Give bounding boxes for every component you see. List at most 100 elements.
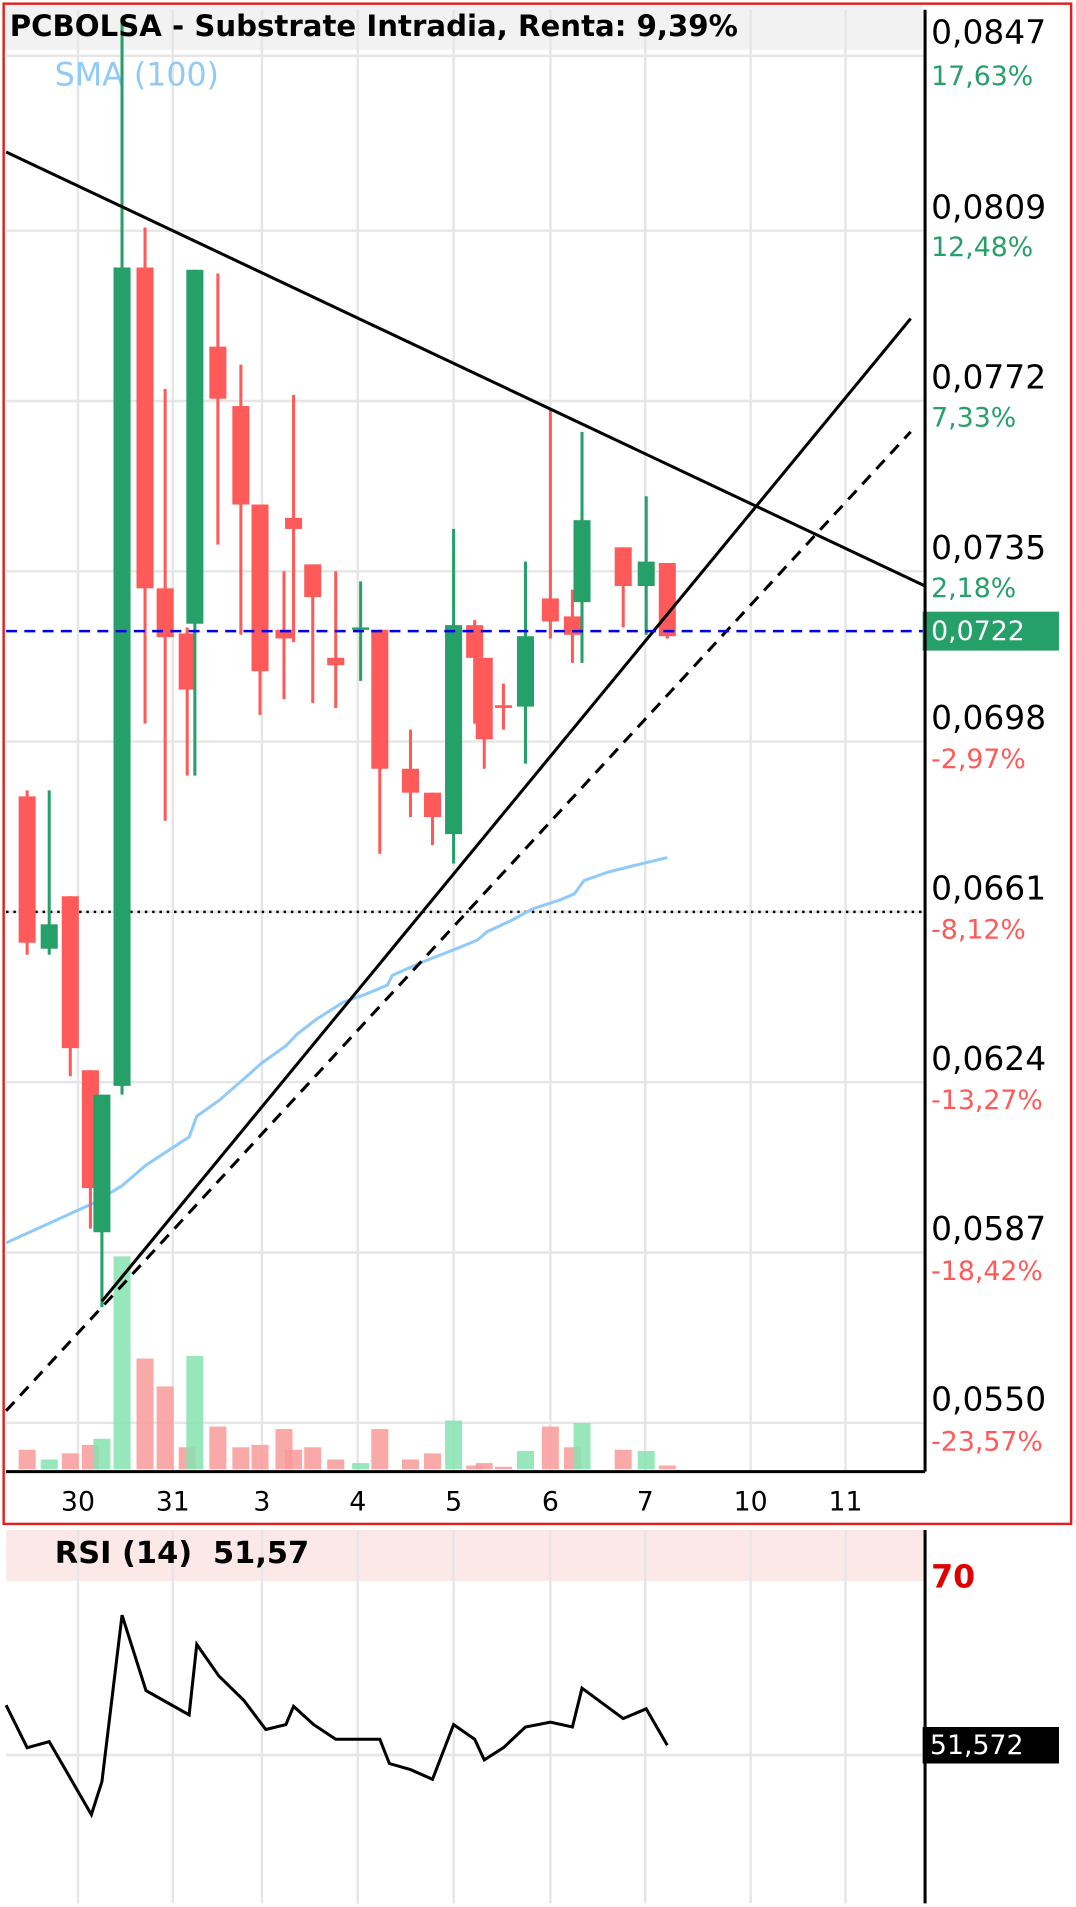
y2-tick-label: -2,97% bbox=[931, 744, 1026, 775]
y2-tick-label: 2,18% bbox=[931, 573, 1016, 604]
x-tick-label: 4 bbox=[349, 1487, 366, 1518]
panel-border bbox=[2, 2, 1073, 1526]
candle-body bbox=[40, 924, 58, 949]
candle-body bbox=[371, 629, 389, 769]
y2-tick-label: -13,27% bbox=[931, 1085, 1043, 1116]
candle-body bbox=[352, 627, 370, 630]
candle-body bbox=[423, 792, 442, 818]
volume-bar bbox=[516, 1450, 534, 1470]
rsi-value-box bbox=[922, 1727, 1059, 1764]
y2-tick-label: -18,42% bbox=[931, 1256, 1043, 1287]
candle-body bbox=[285, 517, 303, 529]
volume-bar bbox=[466, 1465, 484, 1470]
candle-body bbox=[232, 406, 250, 505]
x-tick-label: 3 bbox=[253, 1487, 270, 1518]
y-tick-label: 0,0772 bbox=[931, 359, 1046, 397]
candle-body bbox=[401, 768, 419, 793]
rsi-line bbox=[4, 1614, 669, 1819]
volume-bar bbox=[637, 1450, 655, 1470]
x-tick-label: 7 bbox=[637, 1487, 654, 1518]
overbought-band bbox=[6, 1529, 926, 1582]
title-background bbox=[3, 3, 923, 50]
x-tick-label: 6 bbox=[542, 1487, 559, 1518]
volume-bar bbox=[40, 1459, 58, 1470]
candle-body bbox=[658, 562, 676, 637]
last-price-box bbox=[922, 611, 1059, 651]
volume-bar bbox=[371, 1429, 389, 1470]
x-tick-label: 10 bbox=[734, 1487, 768, 1518]
volume-bar bbox=[658, 1465, 676, 1470]
volume-bar bbox=[445, 1420, 463, 1470]
volume-bar bbox=[304, 1447, 322, 1470]
candle-body bbox=[209, 346, 227, 399]
rsi-axis-label: 51,572 bbox=[930, 1730, 1024, 1761]
y-tick-label: 0,0847 bbox=[931, 13, 1046, 51]
candle-body bbox=[178, 633, 196, 690]
candle-body bbox=[251, 504, 269, 672]
candle-body bbox=[466, 625, 484, 658]
candle-body bbox=[186, 269, 204, 624]
candle-body bbox=[113, 267, 131, 1086]
candle-body bbox=[304, 564, 322, 598]
y-tick-label: 0,0587 bbox=[931, 1210, 1046, 1248]
y2-tick-label: 17,63% bbox=[931, 61, 1033, 92]
volume-bar bbox=[18, 1449, 36, 1470]
x-tick-label: 5 bbox=[445, 1487, 462, 1518]
y-tick-label: 0,0550 bbox=[931, 1380, 1046, 1418]
x-tick-label: 31 bbox=[156, 1487, 190, 1518]
y2-tick-label: -8,12% bbox=[931, 915, 1026, 946]
volume-bar bbox=[61, 1453, 79, 1470]
rsi-value: 51,57 bbox=[213, 1536, 309, 1571]
candle-body bbox=[573, 520, 591, 603]
volume-bar bbox=[251, 1444, 269, 1470]
rsi-title: RSI (14) bbox=[55, 1536, 192, 1571]
volume-bar bbox=[327, 1459, 345, 1470]
candle-body bbox=[327, 657, 345, 666]
y2-tick-label: -23,57% bbox=[931, 1427, 1043, 1458]
chart-title: PCBOLSA - Substrate Intradia, Renta: 9,3… bbox=[10, 9, 738, 43]
x-tick-label: 11 bbox=[829, 1487, 863, 1518]
candle-body bbox=[637, 561, 655, 587]
volume-bar bbox=[423, 1453, 442, 1470]
candle-body bbox=[445, 625, 463, 835]
y-tick-label: 0,0661 bbox=[931, 870, 1046, 908]
candle-body bbox=[136, 267, 154, 589]
trend-line bbox=[4, 430, 912, 1412]
trend-line bbox=[5, 150, 926, 588]
candle-body bbox=[475, 657, 493, 740]
volume-bar bbox=[352, 1463, 370, 1470]
volume-bar bbox=[475, 1463, 493, 1470]
candle-body bbox=[18, 796, 36, 943]
volume-bar bbox=[494, 1466, 512, 1470]
candle-body bbox=[494, 705, 512, 708]
volume-bar bbox=[209, 1426, 227, 1470]
volume-bar bbox=[93, 1438, 111, 1470]
trend-line bbox=[100, 317, 912, 1303]
y-tick-label: 0,0624 bbox=[931, 1040, 1046, 1078]
volume-bar bbox=[136, 1358, 154, 1470]
volume-bar bbox=[401, 1459, 419, 1470]
candle-body bbox=[156, 588, 174, 638]
y2-tick-label: 12,48% bbox=[931, 232, 1033, 263]
volume-bar bbox=[232, 1447, 250, 1470]
candle-body bbox=[275, 629, 293, 639]
y-tick-label: 0,0735 bbox=[931, 529, 1046, 567]
candle-body bbox=[93, 1094, 111, 1233]
candle-body bbox=[516, 636, 534, 707]
y-tick-label: 0,0809 bbox=[931, 188, 1046, 226]
volume-bar bbox=[614, 1449, 632, 1470]
y2-tick-label: 7,33% bbox=[931, 403, 1016, 434]
volume-bar bbox=[156, 1386, 174, 1470]
candle-body bbox=[614, 547, 632, 587]
sma-line bbox=[5, 856, 668, 1245]
x-tick-label: 30 bbox=[61, 1487, 95, 1518]
volume-bar bbox=[541, 1426, 559, 1470]
candle-body bbox=[61, 896, 79, 1049]
volume-bar bbox=[285, 1449, 303, 1470]
candle-body bbox=[541, 598, 559, 622]
volume-bar bbox=[186, 1356, 204, 1470]
legend-label: SMA (100) bbox=[55, 58, 219, 94]
y-tick-label: 70 bbox=[931, 1560, 975, 1596]
